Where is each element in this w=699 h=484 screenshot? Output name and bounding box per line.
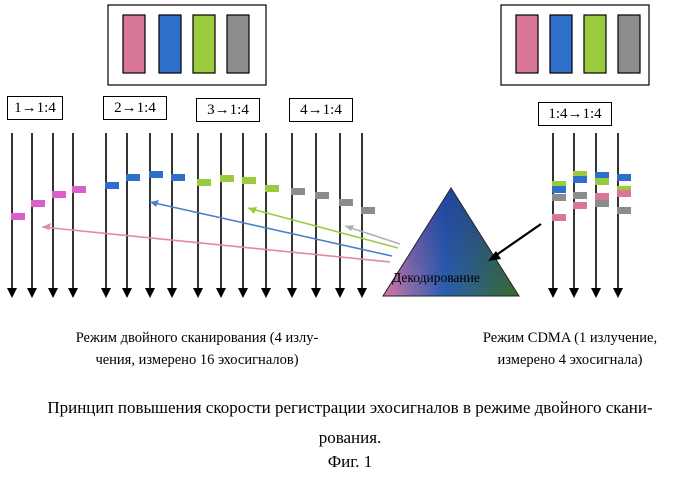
decode-line-green xyxy=(248,208,398,248)
caption-dual-scan: Режим двойного сканирования (4 излу- чен… xyxy=(62,327,332,371)
legend-swatch-pink xyxy=(123,15,145,73)
echo-segment-gray xyxy=(552,194,566,201)
echo-segment-gray xyxy=(617,207,631,214)
channel-arrowhead xyxy=(216,288,226,298)
group-label-4: 4→1:4 xyxy=(289,98,353,122)
legend-swatch-gray xyxy=(618,15,640,73)
legend-swatch-blue xyxy=(159,15,181,73)
echo-segment-pink xyxy=(573,202,587,209)
channel-arrowhead xyxy=(48,288,58,298)
echo-segment-mag xyxy=(11,213,25,220)
receive-channels xyxy=(7,133,623,298)
echo-segment-blue xyxy=(595,172,609,179)
echo-segment-blue xyxy=(617,174,631,181)
caption-cdma: Режим CDMA (1 излучение, измерено 4 эхос… xyxy=(470,327,670,371)
group-label-2: 2→1:4 xyxy=(103,96,167,120)
channel-arrowhead xyxy=(335,288,345,298)
echo-segments xyxy=(11,171,631,221)
channel-arrowhead xyxy=(591,288,601,298)
echo-segment-blue xyxy=(171,174,185,181)
figure-title: Принцип повышения скорости регистрации э… xyxy=(30,393,670,453)
echo-segment-mag xyxy=(52,191,66,198)
echo-segment-blue xyxy=(105,182,119,189)
figure-number: Фиг. 1 xyxy=(300,452,400,472)
echo-segment-gray xyxy=(595,200,609,207)
echo-segment-blue xyxy=(149,171,163,178)
channel-arrowhead xyxy=(238,288,248,298)
decoder-label: Декодирование xyxy=(392,271,480,285)
channel-arrowhead xyxy=(261,288,271,298)
channel-arrowhead xyxy=(357,288,367,298)
legend-box-right xyxy=(501,5,649,85)
echo-segment-mag xyxy=(72,186,86,193)
channel-arrowhead xyxy=(287,288,297,298)
echo-segment-gray xyxy=(573,192,587,199)
legend-swatch-green xyxy=(584,15,606,73)
echo-segment-blue xyxy=(126,174,140,181)
legend-swatch-gray xyxy=(227,15,249,73)
legend-box-left xyxy=(108,5,266,85)
channel-arrowhead xyxy=(7,288,17,298)
channel-arrowhead xyxy=(27,288,37,298)
echo-segment-gray xyxy=(291,188,305,195)
echo-segment-green xyxy=(197,179,211,186)
echo-segment-pink xyxy=(552,214,566,221)
decode-arrowhead-pink xyxy=(42,223,51,230)
legend-swatch-blue xyxy=(550,15,572,73)
echo-segment-green xyxy=(220,175,234,182)
legend-swatch-green xyxy=(193,15,215,73)
channel-arrowhead xyxy=(193,288,203,298)
echo-segment-gray xyxy=(361,207,375,214)
echo-segment-green xyxy=(595,178,609,185)
channel-arrowhead xyxy=(167,288,177,298)
echo-segment-gray xyxy=(315,192,329,199)
cdma-to-decoder-arrow xyxy=(488,224,541,261)
group-label-3: 3→1:4 xyxy=(196,98,260,122)
channel-arrowhead xyxy=(548,288,558,298)
echo-segment-mag xyxy=(31,200,45,207)
channel-arrowhead xyxy=(569,288,579,298)
echo-segment-gray xyxy=(339,199,353,206)
echo-segment-blue xyxy=(573,176,587,183)
echo-segment-pink xyxy=(595,193,609,200)
channel-arrowhead xyxy=(68,288,78,298)
channel-arrowhead xyxy=(101,288,111,298)
group-label-1: 1→1:4 xyxy=(7,96,63,120)
channel-arrowhead xyxy=(613,288,623,298)
echo-segment-blue xyxy=(552,186,566,193)
channel-arrowhead xyxy=(122,288,132,298)
channel-arrowhead xyxy=(145,288,155,298)
channel-arrowhead xyxy=(311,288,321,298)
echo-segment-pink xyxy=(617,190,631,197)
legend-swatch-pink xyxy=(516,15,538,73)
cdma-label: 1:4→1:4 xyxy=(538,102,612,126)
echo-segment-green xyxy=(265,185,279,192)
echo-segment-green xyxy=(242,177,256,184)
